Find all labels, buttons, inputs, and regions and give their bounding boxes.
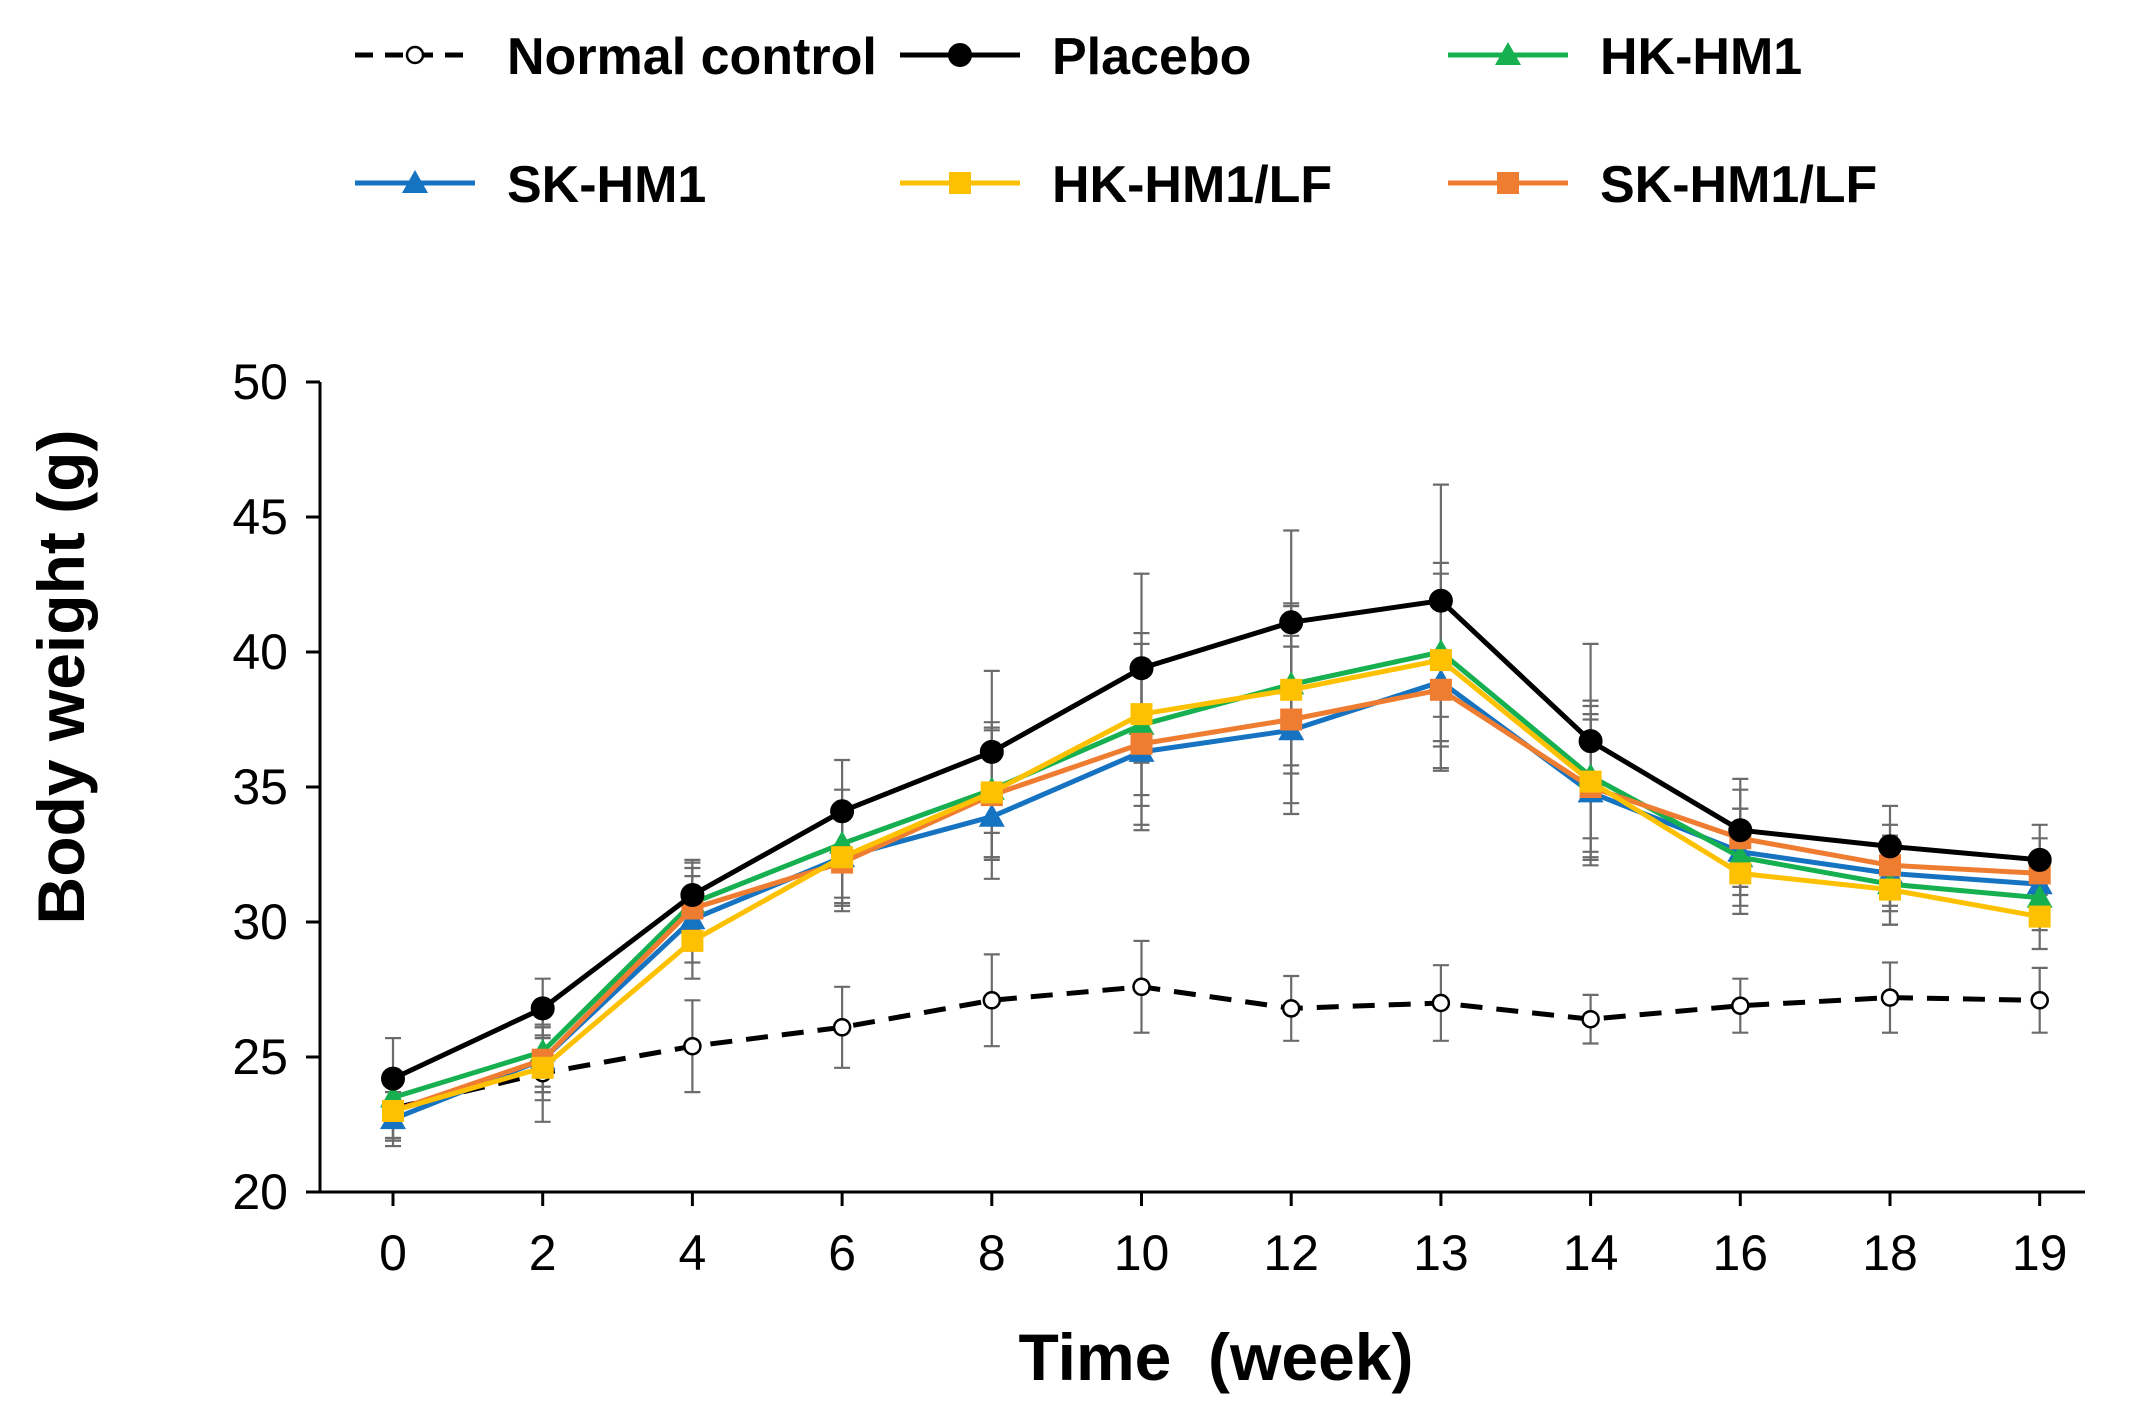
data-point-normal-control bbox=[982, 991, 1002, 1010]
legend-item-sk-hm1-lf: SK-HM1/LF bbox=[1448, 156, 1877, 214]
data-point-placebo bbox=[1578, 729, 1603, 754]
series-line-sk-hm1-lf bbox=[392, 687, 2040, 1114]
legend-item-sk-hm1: SK-HM1 bbox=[355, 156, 706, 214]
legend-marker bbox=[402, 170, 428, 193]
data-point-sk-hm1-lf bbox=[1130, 732, 1153, 755]
x-tick-label: 14 bbox=[1563, 1225, 1619, 1281]
x-tick-label: 16 bbox=[1712, 1225, 1768, 1281]
x-tick-label: 0 bbox=[379, 1225, 407, 1281]
legend-marker bbox=[948, 43, 972, 67]
data-point-hk-hm1 bbox=[1727, 844, 1754, 868]
x-tick-label: 8 bbox=[978, 1225, 1006, 1281]
series-line-sk-hm1 bbox=[392, 679, 2040, 1122]
series-line-placebo bbox=[391, 598, 2040, 1081]
legend-item-normal-control: Normal control bbox=[355, 28, 877, 86]
x-tick-label: 2 bbox=[529, 1225, 557, 1281]
legend-label: SK-HM1 bbox=[507, 156, 706, 214]
legend-label: HK-HM1 bbox=[1600, 28, 1802, 86]
y-tick-label: 20 bbox=[232, 1164, 288, 1220]
series-sk-hm1 bbox=[380, 668, 2053, 1130]
series-line-normal-control bbox=[392, 984, 2040, 1111]
series-line-hk-hm1 bbox=[392, 649, 2040, 1100]
error-bars bbox=[385, 483, 2048, 1148]
data-point-normal-control bbox=[832, 1018, 852, 1037]
data-point-hk-hm1-lf bbox=[1879, 878, 1901, 901]
data-point-placebo bbox=[830, 799, 855, 824]
data-point-normal-control bbox=[1731, 996, 1750, 1015]
legend-item-hk-hm1: HK-HM1 bbox=[1448, 28, 1802, 86]
axes: 20 25 30 35 40 45 50 0 2 4 6 8 10 12 13 14 16 18 19 bbox=[232, 354, 2085, 1281]
data-point-placebo bbox=[1428, 588, 1453, 613]
data-point-placebo bbox=[1279, 610, 1304, 635]
data-point-normal-control bbox=[1281, 999, 1301, 1018]
data-point-normal-control bbox=[2030, 991, 2049, 1010]
data-point-placebo bbox=[979, 739, 1004, 764]
y-tick-label: 40 bbox=[232, 624, 288, 680]
data-point-placebo bbox=[1728, 818, 1753, 843]
data-point-normal-control bbox=[1880, 988, 1900, 1007]
data-point-normal-control bbox=[1431, 993, 1451, 1013]
legend: Normal control Placebo HK-HM1 SK-HM1 HK-HM1/… bbox=[355, 28, 1877, 214]
data-point-placebo bbox=[1129, 656, 1154, 681]
x-tick-label: 6 bbox=[828, 1225, 856, 1281]
x-ticks: 0 2 4 6 8 10 12 13 14 16 18 19 bbox=[379, 1192, 2068, 1281]
data-point-hk-hm1-lf bbox=[531, 1056, 554, 1079]
series-line-hk-hm1-lf bbox=[392, 657, 2041, 1114]
x-tick-label: 10 bbox=[1114, 1225, 1170, 1281]
y-tick-label: 35 bbox=[232, 759, 288, 815]
x-tick-label: 13 bbox=[1413, 1225, 1469, 1281]
series-layer bbox=[380, 483, 2053, 1148]
x-tick-label: 4 bbox=[678, 1225, 706, 1281]
y-tick-label: 45 bbox=[232, 489, 288, 545]
x-tick-label: 12 bbox=[1263, 1225, 1319, 1281]
data-point-hk-hm1-lf bbox=[1280, 678, 1303, 701]
y-tick-label: 30 bbox=[232, 894, 288, 950]
data-point-hk-hm1-lf bbox=[1429, 649, 1452, 672]
data-point-placebo bbox=[1878, 834, 1902, 859]
x-tick-label: 18 bbox=[1862, 1225, 1918, 1281]
series-sk-hm1-lf bbox=[382, 678, 2051, 1122]
data-point-hk-hm1-lf bbox=[831, 846, 854, 869]
y-tick-label: 50 bbox=[232, 354, 288, 410]
legend-label: Normal control bbox=[507, 28, 877, 86]
data-point-hk-hm1-lf bbox=[1130, 703, 1153, 726]
legend-marker bbox=[405, 45, 425, 65]
y-tick-label: 25 bbox=[232, 1029, 288, 1085]
data-point-hk-hm1-lf bbox=[1729, 862, 1752, 885]
data-point-hk-hm1-lf bbox=[2028, 905, 2051, 928]
data-point-hk-hm1-lf bbox=[681, 929, 704, 952]
legend-marker bbox=[949, 172, 971, 194]
legend-label: SK-HM1/LF bbox=[1600, 156, 1877, 214]
data-point-placebo bbox=[680, 883, 705, 907]
data-point-normal-control bbox=[683, 1036, 702, 1056]
legend-marker bbox=[1497, 172, 1519, 194]
series-normal-control bbox=[383, 977, 2049, 1118]
data-point-hk-hm1-lf bbox=[1579, 770, 1602, 793]
data-point-normal-control bbox=[1581, 1009, 1600, 1029]
legend-label: Placebo bbox=[1052, 28, 1251, 86]
y-ticks: 20 25 30 35 40 45 50 bbox=[232, 354, 320, 1220]
series-hk-hm1 bbox=[380, 639, 2053, 1108]
legend-item-hk-hm1-lf: HK-HM1/LF bbox=[900, 156, 1332, 214]
data-point-sk-hm1-lf bbox=[1280, 708, 1303, 731]
data-point-hk-hm1-lf bbox=[382, 1100, 404, 1122]
legend-item-placebo: Placebo bbox=[900, 28, 1251, 86]
data-point-placebo bbox=[2027, 847, 2052, 872]
x-axis-title: Time (week) bbox=[1019, 1320, 1414, 1394]
data-point-placebo bbox=[530, 996, 555, 1021]
x-tick-label: 19 bbox=[2012, 1225, 2068, 1281]
data-point-hk-hm1-lf bbox=[980, 781, 1003, 804]
data-point-sk-hm1-lf bbox=[1429, 678, 1452, 701]
data-point-hk-hm1 bbox=[2026, 884, 2053, 908]
legend-label: HK-HM1/LF bbox=[1052, 156, 1332, 214]
series-hk-hm1-lf bbox=[382, 649, 2051, 1122]
data-point-sk-hm1-lf bbox=[1879, 854, 1901, 877]
data-point-sk-hm1 bbox=[978, 803, 1005, 827]
series-placebo bbox=[381, 588, 2052, 1091]
legend-marker bbox=[1495, 42, 1521, 65]
data-point-placebo bbox=[381, 1066, 405, 1091]
data-point-normal-control bbox=[1132, 977, 1151, 997]
y-axis-title: Body weight (g) bbox=[24, 430, 98, 925]
